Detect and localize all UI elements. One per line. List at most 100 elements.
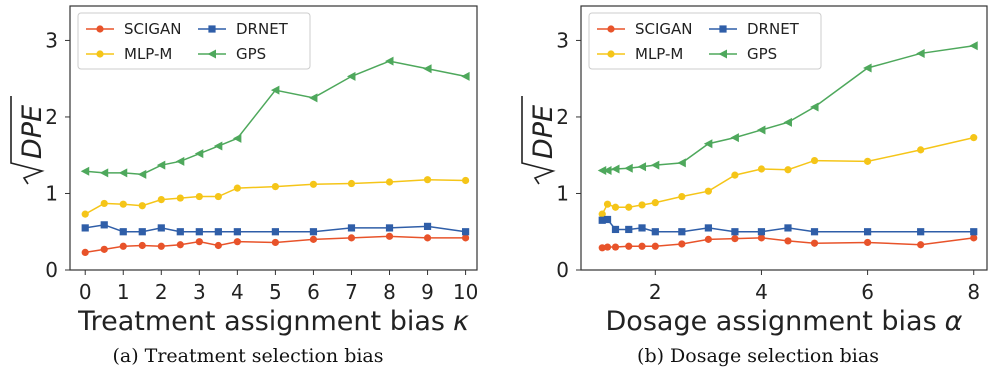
x-tick-label: 10 (453, 280, 478, 304)
data-point (385, 56, 394, 66)
legend-label: MLP-M (124, 45, 172, 63)
data-point (157, 224, 165, 232)
data-point (119, 242, 127, 250)
data-point (916, 48, 925, 58)
data-point (810, 102, 819, 112)
data-point (678, 228, 686, 236)
data-point (637, 162, 647, 172)
data-point (347, 234, 356, 242)
data-point (176, 241, 184, 249)
data-point (970, 234, 978, 242)
data-point (271, 228, 280, 236)
data-point (783, 117, 792, 127)
y-tick-label: 3 (45, 28, 58, 52)
x-tick-label: 8 (383, 280, 396, 304)
data-point (603, 200, 612, 208)
y-tick-label: 0 (45, 258, 58, 282)
data-point (195, 238, 203, 246)
series-drnet (81, 221, 470, 236)
y-tick-label: 1 (556, 181, 569, 205)
data-point (137, 169, 147, 179)
data-point (730, 133, 739, 143)
legend-marker (719, 25, 727, 33)
data-point (731, 171, 739, 179)
legend-marker (208, 25, 216, 33)
data-point (810, 228, 819, 236)
data-point (638, 201, 646, 209)
data-point (917, 228, 925, 236)
x-axis-label-symbol: κ (453, 306, 469, 337)
data-point (118, 168, 128, 178)
data-point (100, 245, 108, 253)
data-point (704, 224, 712, 232)
legend-marker (718, 49, 727, 59)
data-point (625, 225, 633, 234)
data-point (385, 232, 394, 240)
x-tick-label: 2 (155, 280, 168, 304)
y-tick-label: 0 (556, 258, 569, 282)
x-tick-label: 5 (269, 280, 282, 304)
data-point (347, 179, 356, 188)
data-point (756, 125, 766, 135)
data-point (233, 184, 241, 192)
y-axis-label-text: DPE (17, 105, 48, 159)
data-point (270, 85, 280, 95)
x-tick-label: 8 (967, 280, 980, 304)
series-scigan (598, 234, 978, 252)
x-axis-label-text: Treatment assignment bias (77, 306, 445, 337)
data-point (638, 224, 646, 232)
data-point (176, 194, 184, 202)
y-axis-label-text: DPE (528, 105, 559, 159)
data-point (731, 235, 739, 243)
data-point (214, 192, 222, 201)
data-point (119, 200, 127, 208)
data-point (194, 149, 204, 159)
legend-marker (207, 49, 216, 59)
x-tick-label: 7 (345, 280, 358, 304)
data-point (598, 244, 606, 252)
series-drnet (598, 215, 978, 236)
data-point (757, 234, 766, 242)
data-point (213, 141, 223, 151)
data-point (271, 182, 280, 191)
data-point (678, 192, 686, 201)
chart-panel-2: 0 1 2 3 2 4 6 8 Dosage assignment bias α DPE SCIGAN… (521, 5, 988, 367)
legend-box (588, 12, 822, 70)
series-mlp-m (81, 176, 470, 218)
data-point (461, 234, 470, 242)
data-point (138, 202, 146, 210)
plot-frame (580, 5, 988, 271)
x-tick-label: 0 (79, 280, 92, 304)
data-point (638, 242, 646, 250)
data-point (651, 242, 659, 250)
x-tick-label: 4 (755, 280, 768, 304)
data-point (214, 241, 222, 250)
figure-caption: (a) Treatment selection bias (112, 345, 383, 367)
x-tick-label: 9 (421, 280, 434, 304)
data-point (195, 192, 203, 201)
data-point (731, 228, 739, 236)
legend-label: MLP-M (635, 45, 683, 63)
data-point (214, 228, 222, 236)
data-point (970, 228, 978, 236)
data-point (704, 235, 712, 243)
data-point (423, 234, 432, 242)
data-point (863, 238, 872, 247)
data-point (81, 224, 89, 232)
data-point (195, 228, 203, 236)
legend-marker (96, 25, 104, 33)
data-point (810, 239, 819, 247)
data-point (347, 224, 356, 232)
data-point (784, 224, 792, 232)
x-tick-label: 4 (231, 280, 244, 304)
series-mlp-m (598, 134, 978, 218)
data-point (461, 176, 470, 185)
y-tick-label: 3 (556, 28, 569, 52)
data-point (423, 176, 432, 184)
data-point (100, 221, 108, 229)
data-point (651, 199, 659, 207)
data-point (309, 180, 318, 188)
data-point (863, 228, 872, 236)
